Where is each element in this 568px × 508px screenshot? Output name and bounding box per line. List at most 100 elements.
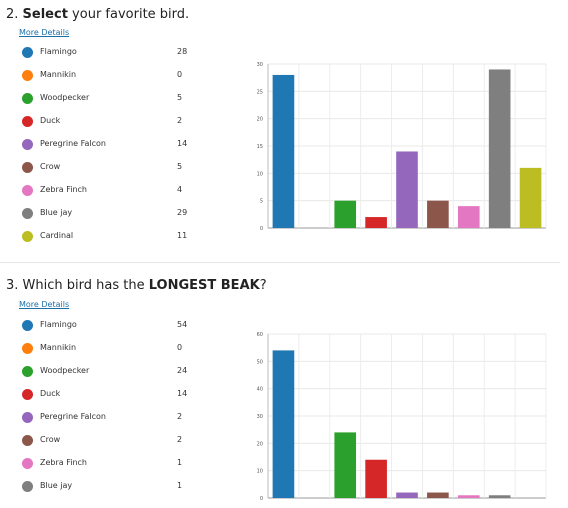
y-tick-label: 10 [257,171,263,177]
option-color-dot-icon [22,412,33,423]
y-tick-label: 30 [257,414,263,420]
option-count: 5 [177,162,183,171]
option-label: Cardinal [40,231,74,240]
option-color-dot-icon [22,231,33,242]
option-count: 24 [177,366,188,375]
y-tick-label: 10 [257,469,263,475]
y-tick-label: 25 [257,89,263,95]
option-row: Duck 14 [22,388,202,402]
option-color-dot-icon [22,208,33,219]
bar[interactable] [427,200,449,228]
option-row: Blue jay 1 [22,480,202,494]
option-label: Woodpecker [40,366,90,375]
y-tick-label: 20 [257,441,263,447]
question-title-text: Which bird has the [22,278,149,293]
bar[interactable] [457,206,480,228]
bar[interactable] [365,459,387,498]
option-row: Cardinal 11 [22,230,202,244]
option-count: 2 [177,435,183,444]
option-count: 54 [177,320,188,329]
y-tick-label: 0 [260,226,263,232]
option-count: 2 [177,412,183,421]
option-row: Woodpecker 5 [22,92,202,106]
option-color-dot-icon [22,435,33,446]
option-row: Zebra Finch 1 [22,457,202,471]
option-label: Zebra Finch [40,458,87,467]
bar[interactable] [272,350,295,498]
option-color-dot-icon [22,481,33,492]
option-row: Flamingo 54 [22,319,202,333]
option-count: 11 [177,231,188,240]
option-label: Mannikin [40,343,77,352]
bar[interactable] [396,492,418,498]
option-color-dot-icon [22,366,33,377]
option-label: Flamingo [40,47,77,56]
results-bar-chart: 0 5 10 15 20 25 30 [257,62,547,232]
option-row: Duck 2 [22,115,202,129]
option-label: Peregrine Falcon [40,412,106,421]
bar[interactable] [519,167,542,228]
y-tick-label: 5 [260,199,263,205]
bar[interactable] [488,69,511,228]
option-row: Crow 2 [22,434,202,448]
option-color-dot-icon [22,320,33,331]
option-label: Mannikin [40,70,77,79]
option-label: Zebra Finch [40,185,87,194]
option-label: Flamingo [40,320,77,329]
option-label: Blue jay [40,208,73,217]
option-row: Zebra Finch 4 [22,184,202,198]
question-title: 2. Select your favorite bird. [6,7,189,22]
option-color-dot-icon [22,343,33,354]
y-tick-label: 15 [257,144,263,150]
option-color-dot-icon [22,139,33,150]
bar[interactable] [488,495,511,498]
option-label: Crow [40,435,61,444]
y-tick-label: 40 [257,387,263,393]
option-label: Woodpecker [40,93,90,102]
more-details-link[interactable]: More Details [19,28,70,37]
y-tick-label: 20 [257,117,263,123]
option-label: Duck [40,389,61,398]
option-row: Peregrine Falcon 2 [22,411,202,425]
y-tick-label: 60 [257,332,263,338]
question-divider [0,262,560,263]
option-row: Blue jay 29 [22,207,202,221]
question-title-bold: Select [22,7,68,22]
question-title-bold: LONGEST BEAK [148,278,260,293]
y-tick-label: 30 [257,62,263,68]
option-count: 1 [177,458,183,467]
question-title-text: your favorite bird. [67,7,190,22]
bar[interactable] [334,200,357,228]
option-row: Peregrine Falcon 14 [22,138,202,152]
bar[interactable] [396,151,418,228]
bar[interactable] [272,74,295,228]
option-count: 4 [177,185,183,194]
option-color-dot-icon [22,116,33,127]
bar[interactable] [427,492,449,498]
option-count: 5 [177,93,183,102]
option-row: Crow 5 [22,161,202,175]
more-details-link[interactable]: More Details [19,300,70,309]
bar[interactable] [334,432,357,498]
option-color-dot-icon [22,93,33,104]
option-count: 14 [177,389,188,398]
option-color-dot-icon [22,185,33,196]
question-title: 3. Which bird has the LONGEST BEAK? [6,278,267,293]
option-color-dot-icon [22,47,33,58]
option-count: 29 [177,208,188,217]
y-tick-label: 50 [257,359,263,365]
option-color-dot-icon [22,162,33,173]
y-tick-label: 0 [260,496,263,502]
option-count: 0 [177,343,183,352]
question-number: 2. [6,7,19,22]
option-label: Duck [40,116,61,125]
option-color-dot-icon [22,70,33,81]
bar[interactable] [365,217,387,228]
option-label: Peregrine Falcon [40,139,106,148]
option-row: Woodpecker 24 [22,365,202,379]
option-count: 28 [177,47,188,56]
bar[interactable] [457,495,480,498]
option-row: Flamingo 28 [22,46,202,60]
option-count: 2 [177,116,183,125]
